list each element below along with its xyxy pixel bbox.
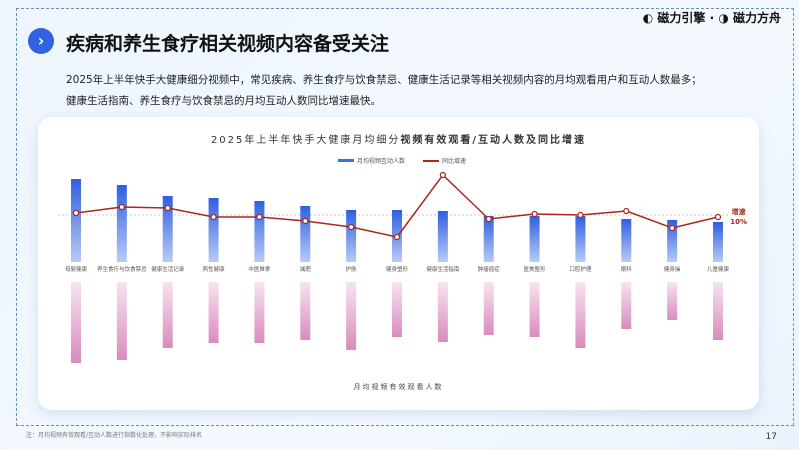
top-bar bbox=[208, 198, 219, 262]
chart-title-bold: 视频有效观看/互动人数及同比增速 bbox=[400, 135, 587, 146]
legend-label: 月均视频互动人数 bbox=[357, 158, 406, 165]
bottom-bar bbox=[116, 282, 127, 360]
annotation-label: 增速 bbox=[731, 208, 746, 216]
legend: 月均视频互动人数 同比增速 bbox=[338, 156, 466, 165]
top-bar bbox=[713, 222, 723, 262]
page-title: 疾病和养生食疗相关视频内容备受关注 bbox=[66, 33, 390, 55]
x-tick-label: 口腔护理 bbox=[569, 267, 592, 273]
top-bar bbox=[71, 179, 81, 262]
x-tick-label: 儿童健康 bbox=[706, 267, 730, 273]
bottom-bar bbox=[529, 282, 540, 337]
bottom-bar bbox=[254, 282, 265, 343]
legend-bar-swatch bbox=[338, 159, 354, 162]
x-tick-label: 健康生活指南 bbox=[426, 267, 460, 273]
growth-point bbox=[439, 171, 446, 179]
logo-cili-engine: 磁力引擎 bbox=[657, 11, 706, 25]
growth-point bbox=[302, 217, 309, 225]
top-bar bbox=[254, 201, 265, 262]
top-bar bbox=[346, 210, 357, 262]
bottom-bar bbox=[300, 282, 311, 340]
x-tick-label: 健康生活记录 bbox=[151, 267, 185, 273]
bottom-bar bbox=[392, 282, 402, 337]
growth-point bbox=[577, 211, 584, 219]
top-bar bbox=[116, 185, 127, 262]
top-bar bbox=[162, 196, 173, 262]
logo-cili-ark: 磁力方舟 bbox=[732, 11, 781, 25]
description: 2025年上半年快手大健康细分视频中，常见疾病、养生食疗与饮食禁忌、健康生活记录… bbox=[66, 70, 702, 112]
legend-bars: 月均视频互动人数 bbox=[338, 156, 405, 165]
growth-point bbox=[256, 213, 263, 221]
x-tick-label: 肿瘤癌症 bbox=[477, 267, 500, 273]
description-line: 2025年上半年快手大健康细分视频中，常见疾病、养生食疗与饮食禁忌、健康生活记录… bbox=[66, 74, 702, 86]
page-number: 17 bbox=[765, 432, 777, 442]
bottom-bar bbox=[621, 282, 632, 329]
growth-annotation: 增速 10% bbox=[730, 207, 747, 227]
chart-title: 2025年上半年快手大健康月均细分视频有效观看/互动人数及同比增速 bbox=[38, 131, 759, 146]
x-tick-label: 医美整形 bbox=[523, 267, 546, 273]
bottom-bar bbox=[162, 282, 173, 348]
bottom-bar bbox=[437, 282, 448, 342]
legend-line: 同比增速 bbox=[423, 156, 466, 165]
x-axis-title: 月均视频有效观看人数 bbox=[353, 383, 444, 391]
chart-svg bbox=[58, 171, 728, 363]
x-tick-label: 两性健康 bbox=[202, 267, 225, 273]
top-bar bbox=[300, 206, 311, 262]
top-bar bbox=[575, 216, 586, 262]
description-line: 健康生活指南、养生食疗与饮食禁忌的月均互动人数同比增速最快。 bbox=[66, 95, 381, 107]
growth-point bbox=[210, 213, 217, 221]
bottom-bar bbox=[483, 282, 494, 335]
x-tick-label: 减肥 bbox=[299, 267, 311, 273]
x-tick-label: 护肤 bbox=[345, 267, 357, 273]
bottom-bar bbox=[713, 282, 723, 340]
bottom-bar bbox=[71, 282, 81, 363]
top-bar bbox=[667, 220, 678, 262]
growth-point bbox=[623, 207, 630, 215]
bottom-bar bbox=[346, 282, 357, 350]
bottom-bar bbox=[208, 282, 219, 343]
bottom-bar bbox=[575, 282, 586, 348]
growth-point bbox=[669, 224, 676, 232]
x-tick-label: 母婴健康 bbox=[64, 267, 88, 273]
logo-separator: · bbox=[709, 11, 715, 25]
legend-line-swatch bbox=[423, 159, 440, 162]
chart-card: 2025年上半年快手大健康月均细分视频有效观看/互动人数及同比增速 月均视频互动… bbox=[38, 117, 759, 410]
top-bar bbox=[437, 211, 448, 262]
x-tick-label: 中医推拿 bbox=[248, 267, 271, 273]
growth-point bbox=[164, 204, 171, 212]
annotation-value: 10% bbox=[730, 218, 747, 226]
growth-point bbox=[485, 215, 492, 223]
x-tick-label: 健身塑形 bbox=[385, 267, 409, 273]
dashed-frame bbox=[16, 8, 794, 426]
footnote: 注：月均视频有效观看/互动人数进行指数化处理，不影响实际排名 bbox=[26, 432, 203, 439]
x-tick-label: 健身操 bbox=[663, 267, 681, 273]
growth-point bbox=[348, 223, 355, 231]
growth-point bbox=[118, 203, 125, 211]
top-bar bbox=[621, 219, 632, 262]
brand-logos: ◐ 磁力引擎 · ◑ 磁力方舟 bbox=[642, 11, 781, 25]
growth-point bbox=[72, 209, 80, 217]
chevron-right-icon: › bbox=[28, 28, 54, 54]
x-tick-label: 眼科 bbox=[620, 267, 632, 273]
growth-point bbox=[393, 233, 401, 241]
top-bar bbox=[529, 216, 540, 262]
bottom-bar bbox=[667, 282, 678, 320]
legend-label: 同比增速 bbox=[442, 158, 467, 165]
growth-point bbox=[714, 213, 722, 221]
x-tick-label: 养生食疗与饮食禁忌 bbox=[97, 267, 147, 273]
top-bar bbox=[483, 216, 494, 262]
growth-point bbox=[531, 210, 538, 218]
chart-title-prefix: 2025年上半年快手大健康月均细分 bbox=[210, 135, 401, 146]
